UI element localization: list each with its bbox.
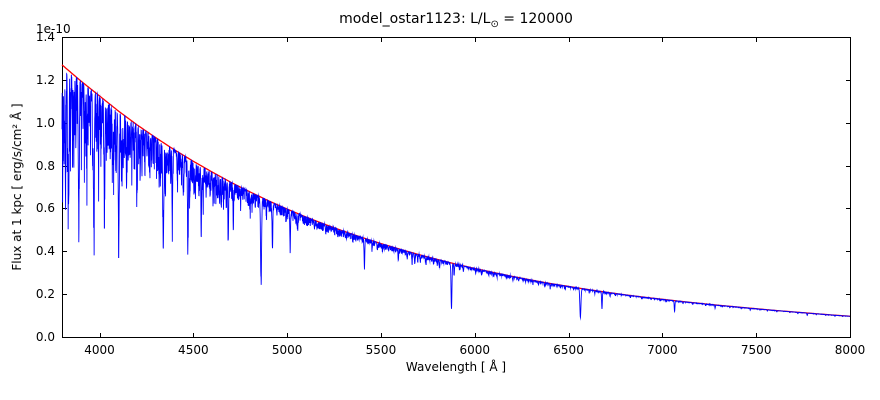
x-tick-label: 7500 bbox=[740, 343, 772, 357]
plot-title-prefix: model_ostar1123: L/L bbox=[339, 11, 491, 27]
x-axis-label: Wavelength [ Å ] bbox=[405, 360, 507, 374]
sun-symbol: ⊙ bbox=[490, 18, 499, 30]
x-tick-label: 6000 bbox=[459, 343, 491, 357]
y-tick-label: 1.0 bbox=[35, 115, 55, 130]
x-tick-label: 5500 bbox=[365, 343, 397, 357]
y-tick-label: 0.0 bbox=[35, 330, 55, 344]
y-tick-label: 0.6 bbox=[35, 201, 55, 216]
x-tick-label: 8000 bbox=[834, 343, 866, 357]
x-tick-label: 5000 bbox=[271, 343, 303, 357]
x-tick-label: 6500 bbox=[553, 343, 584, 357]
y-axis-label: Flux at 1 kpc [ erg/s/cm² Å ] bbox=[10, 103, 24, 271]
x-tick-label: 7000 bbox=[647, 343, 678, 357]
plot-title-suffix: = 120000 bbox=[498, 11, 573, 27]
y-tick-label: 0.8 bbox=[35, 158, 55, 173]
y-tick-label: 0.4 bbox=[35, 244, 55, 259]
y-tick-label: 0.2 bbox=[35, 287, 55, 302]
plot-title: model_ostar1123: L/L⊙ = 120000 bbox=[62, 11, 850, 30]
y-tick-label: 1.4 bbox=[35, 30, 55, 44]
x-tick-label: 4500 bbox=[178, 343, 209, 357]
y-axis-offset-text: 1e-10 bbox=[36, 22, 71, 36]
y-tick-label: 1.2 bbox=[35, 72, 55, 87]
x-tick-label: 4000 bbox=[84, 343, 115, 357]
